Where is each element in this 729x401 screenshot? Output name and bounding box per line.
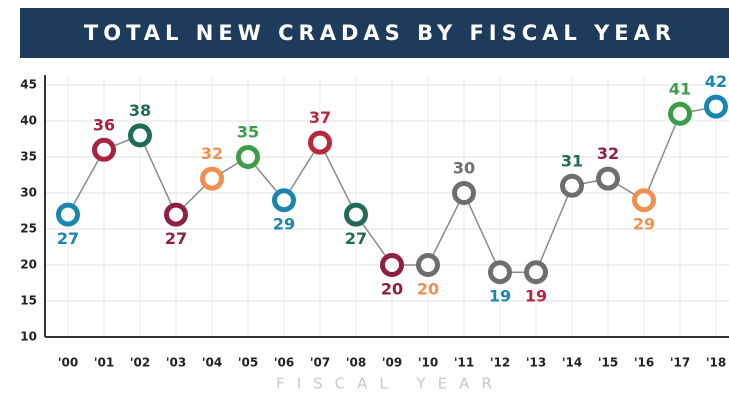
data-label: 19	[489, 287, 511, 306]
x-tick-label: '13	[526, 356, 546, 370]
data-label: 32	[201, 144, 223, 163]
x-tick-label: '03	[166, 356, 186, 370]
data-label: 42	[705, 72, 727, 91]
data-label: 29	[633, 215, 655, 234]
data-label: 20	[381, 280, 403, 299]
x-tick-label: '05	[238, 356, 258, 370]
y-tick-label: 10	[20, 330, 37, 344]
title-banner	[20, 8, 729, 58]
x-tick-label: '15	[598, 356, 618, 370]
y-tick-label: 45	[20, 78, 37, 92]
data-label: 38	[129, 101, 151, 120]
marker	[272, 188, 296, 213]
marker	[164, 202, 188, 227]
y-tick-label: 20	[20, 258, 37, 272]
marker	[524, 260, 548, 285]
x-tick-label: '18	[706, 356, 726, 370]
y-tick-label: 25	[20, 222, 37, 236]
x-tick-label: '14	[562, 356, 582, 370]
data-label: 19	[525, 287, 547, 306]
y-tick-label: 35	[20, 150, 37, 164]
plot-area: 10 15 20 25 30 35 40 45 '00 27 '01 36 '02 38 '03 27 '04 3…	[20, 72, 729, 370]
y-tick-label: 40	[20, 114, 37, 128]
x-tick-label: '12	[490, 356, 510, 370]
marker	[668, 101, 692, 126]
marker	[236, 145, 260, 169]
data-label: 31	[561, 151, 583, 170]
data-label: 27	[345, 229, 367, 248]
x-tick-label: '04	[202, 356, 222, 370]
x-tick-label: '10	[418, 356, 438, 370]
data-label: 27	[57, 229, 79, 248]
data-label: 27	[165, 229, 187, 248]
marker	[632, 188, 656, 213]
x-tick-label: '17	[670, 356, 690, 370]
x-tick-label: '01	[94, 356, 114, 370]
data-label: 35	[237, 123, 259, 142]
marker	[308, 130, 332, 155]
x-tick-label: '06	[274, 356, 294, 370]
marker	[488, 260, 512, 285]
data-label: 41	[669, 79, 691, 98]
marker	[704, 94, 728, 119]
x-tick-label: '08	[346, 356, 366, 370]
marker	[92, 137, 116, 162]
marker	[560, 173, 584, 198]
chart-title: TOTAL NEW CRADAS BY FISCAL YEAR	[84, 21, 676, 45]
data-label: 20	[417, 280, 439, 299]
x-tick-label: '07	[310, 356, 330, 370]
marker	[452, 181, 476, 205]
marker	[416, 253, 440, 277]
data-label: 32	[597, 144, 619, 163]
x-tick-label: '02	[130, 356, 150, 370]
marker	[128, 123, 152, 148]
marker	[200, 166, 224, 191]
marker	[596, 166, 620, 191]
marker	[344, 202, 368, 227]
y-tick-label: 30	[20, 186, 37, 200]
x-tick-label: '16	[634, 356, 654, 370]
data-label: 36	[93, 115, 115, 134]
marker	[56, 202, 80, 227]
y-tick-label: 15	[20, 294, 37, 308]
marker	[380, 253, 404, 277]
data-label: 37	[309, 108, 331, 127]
data-label: 29	[273, 215, 295, 234]
x-tick-label: '00	[58, 356, 78, 370]
x-axis-title: FISCAL YEAR	[276, 375, 504, 393]
x-tick-label: '11	[454, 356, 474, 370]
data-label: 30	[453, 159, 475, 178]
x-tick-label: '09	[382, 356, 402, 370]
